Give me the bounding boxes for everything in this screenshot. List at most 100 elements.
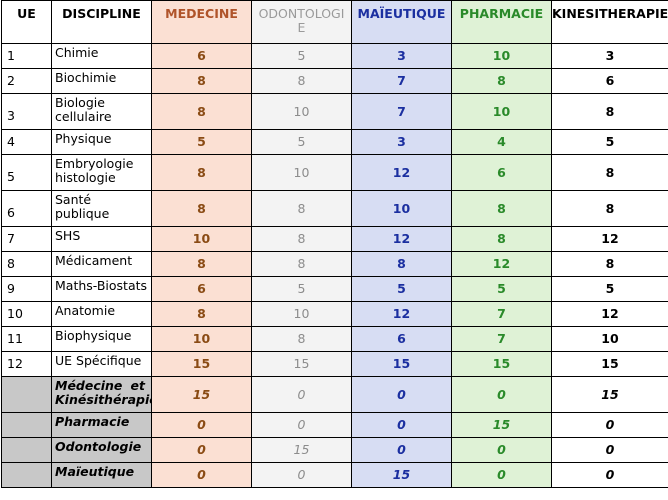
discipline-line: publique — [55, 206, 110, 221]
value-kinesitherapie: 12 — [551, 226, 668, 252]
ue-number: 10 — [1, 301, 52, 327]
discipline-line: Embryologie — [55, 156, 134, 171]
value-maieutique: 12 — [351, 154, 452, 191]
specific-value-pharmacie: 0 — [451, 437, 552, 463]
specific-value-maieutique: 0 — [351, 376, 452, 413]
value-pharmacie: 7 — [451, 326, 552, 352]
table-body: 1 Chimie 6 5 3 10 3 2 Biochimie 8 8 7 8 6 3 Biologie cel… — [1, 43, 668, 488]
specific-value-kinesitherapie: 15 — [551, 376, 668, 413]
specific-value-kinesitherapie: 0 — [551, 437, 668, 463]
discipline-name: Santé publique — [51, 190, 152, 227]
value-maieutique: 12 — [351, 301, 452, 327]
ue-number: 12 — [1, 351, 52, 377]
ue-number-empty — [1, 437, 52, 463]
value-kinesitherapie: 6 — [551, 68, 668, 94]
value-medecine: 8 — [151, 190, 252, 227]
specific-value-odontologie: 15 — [251, 437, 352, 463]
header-maieutique: MAÏEUTIQUE — [351, 0, 452, 44]
specific-value-kinesitherapie: 0 — [551, 462, 668, 488]
value-pharmacie: 8 — [451, 190, 552, 227]
table-row: 11 Biophysique 10 8 6 7 10 — [1, 326, 668, 352]
value-odontologie: 8 — [251, 226, 352, 252]
discipline-line: Maths-Biostats — [55, 278, 148, 293]
discipline-name: Anatomie — [51, 301, 152, 327]
value-pharmacie: 8 — [451, 68, 552, 94]
discipline-name: Physique — [51, 129, 152, 155]
value-odontologie: 8 — [251, 326, 352, 352]
table-row: 3 Biologie cellulaire 8 10 7 10 8 — [1, 93, 668, 130]
value-medecine: 10 — [151, 326, 252, 352]
value-odontologie: 8 — [251, 68, 352, 94]
value-pharmacie: 15 — [451, 351, 552, 377]
table-row: 7 SHS 10 8 12 8 12 — [1, 226, 668, 252]
table-row: 6 Santé publique 8 8 10 8 8 — [1, 190, 668, 227]
header-odontologie-line-2: E — [297, 20, 306, 35]
value-maieutique: 3 — [351, 129, 452, 155]
value-pharmacie: 6 — [451, 154, 552, 191]
ue-number: 5 — [1, 154, 52, 191]
specific-track-line: Pharmacie — [55, 414, 130, 429]
value-odontologie: 10 — [251, 154, 352, 191]
table-row: 2 Biochimie 8 8 7 8 6 — [1, 68, 668, 94]
value-kinesitherapie: 15 — [551, 351, 668, 377]
discipline-line: Chimie — [55, 45, 99, 60]
ue-number: 2 — [1, 68, 52, 94]
value-kinesitherapie: 5 — [551, 129, 668, 155]
header-medecine: MEDECINE — [151, 0, 252, 44]
discipline-line: Biologie — [55, 95, 105, 110]
value-pharmacie: 8 — [451, 226, 552, 252]
coefficients-table: UE DISCIPLINE MEDECINE ODONTOLOGI E MAÏE… — [1, 0, 668, 488]
discipline-name: Embryologie histologie — [51, 154, 152, 191]
ue-number-empty — [1, 412, 52, 438]
specific-value-pharmacie: 15 — [451, 412, 552, 438]
value-pharmacie: 4 — [451, 129, 552, 155]
discipline-line: Physique — [55, 131, 112, 146]
specific-track-name: Pharmacie — [51, 412, 152, 438]
value-maieutique: 6 — [351, 326, 452, 352]
specific-value-medecine: 0 — [151, 437, 252, 463]
discipline-line: histologie — [55, 170, 116, 185]
discipline-name: Médicament — [51, 251, 152, 277]
discipline-line: SHS — [55, 228, 81, 243]
specific-value-pharmacie: 0 — [451, 376, 552, 413]
specific-track-name: Médecine et Kinésithérapie — [51, 376, 152, 413]
value-medecine: 8 — [151, 301, 252, 327]
value-odontologie: 5 — [251, 129, 352, 155]
value-maieutique: 7 — [351, 93, 452, 130]
value-medecine: 6 — [151, 43, 252, 69]
specific-value-medecine: 0 — [151, 462, 252, 488]
discipline-name: Biophysique — [51, 326, 152, 352]
value-kinesitherapie: 10 — [551, 326, 668, 352]
header-odontologie: ODONTOLOGI E — [251, 0, 352, 44]
discipline-name: SHS — [51, 226, 152, 252]
value-maieutique: 15 — [351, 351, 452, 377]
table-row: 4 Physique 5 5 3 4 5 — [1, 129, 668, 155]
ue-number: 1 — [1, 43, 52, 69]
discipline-name: Chimie — [51, 43, 152, 69]
discipline-name: UE Spécifique — [51, 351, 152, 377]
value-pharmacie: 10 — [451, 43, 552, 69]
discipline-name: Biochimie — [51, 68, 152, 94]
value-pharmacie: 5 — [451, 276, 552, 302]
value-maieutique: 12 — [351, 226, 452, 252]
header-ue: UE — [1, 0, 52, 44]
ue-number: 11 — [1, 326, 52, 352]
specific-row: Médecine et Kinésithérapie 15 0 0 0 15 — [1, 376, 668, 413]
ue-number: 9 — [1, 276, 52, 302]
specific-track-name: Maïeutique — [51, 462, 152, 488]
value-maieutique: 7 — [351, 68, 452, 94]
table-row: 5 Embryologie histologie 8 10 12 6 8 — [1, 154, 668, 191]
ue-number: 7 — [1, 226, 52, 252]
discipline-line: UE Spécifique — [55, 353, 142, 368]
value-medecine: 10 — [151, 226, 252, 252]
discipline-line: Biophysique — [55, 328, 132, 343]
discipline-line: cellulaire — [55, 109, 112, 124]
specific-value-medecine: 15 — [151, 376, 252, 413]
value-kinesitherapie: 3 — [551, 43, 668, 69]
value-kinesitherapie: 8 — [551, 93, 668, 130]
ue-number: 4 — [1, 129, 52, 155]
specific-row: Maïeutique 0 0 15 0 0 — [1, 462, 668, 488]
value-medecine: 15 — [151, 351, 252, 377]
discipline-name: Maths-Biostats — [51, 276, 152, 302]
table-row: 1 Chimie 6 5 3 10 3 — [1, 43, 668, 69]
